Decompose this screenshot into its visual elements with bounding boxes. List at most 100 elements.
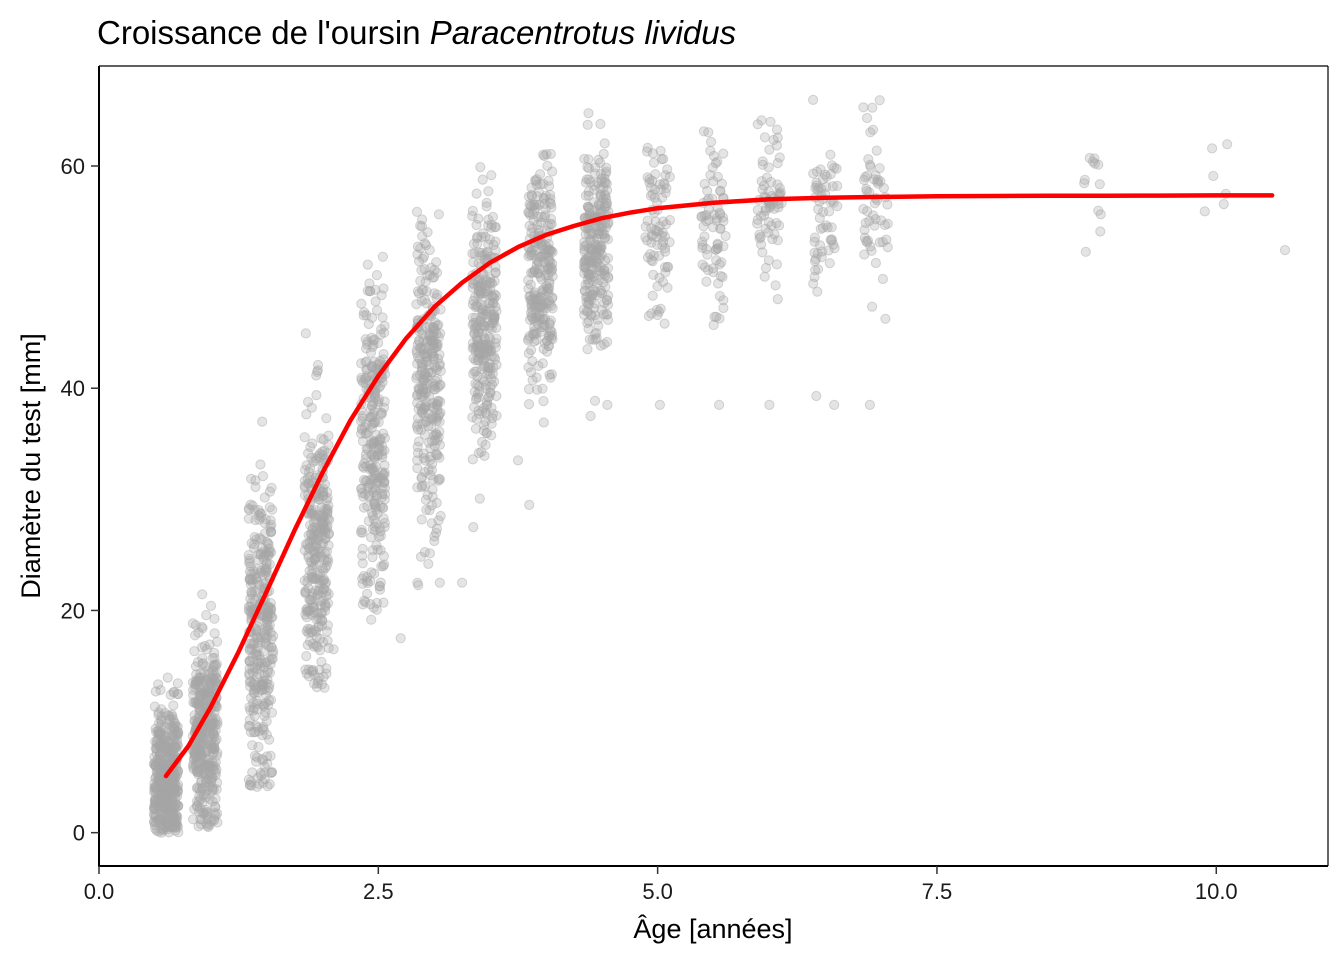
data-point [481,397,492,408]
data-point [249,532,260,543]
data-point [300,464,311,475]
data-point [170,792,181,803]
data-point [307,574,318,585]
data-point [321,590,332,602]
data-point [868,210,879,221]
data-point [190,683,201,694]
data-point [208,747,219,758]
data-point [472,355,483,366]
data-point [544,369,555,380]
data-point [485,387,496,398]
data-point [265,603,276,615]
data-point [322,556,334,567]
data-point [318,487,329,498]
data-point [253,554,264,566]
data-point [535,179,546,190]
data-point [200,804,211,815]
data-point [431,399,442,410]
data-point [251,572,262,583]
data-point [191,759,202,770]
data-point [421,504,432,515]
data-point [162,710,174,721]
data-point [155,750,166,761]
data-point [648,269,659,280]
data-point [361,428,372,439]
data-point [479,450,490,461]
data-point [169,717,180,729]
data-point [360,476,371,487]
data-point [250,514,261,526]
data-point [200,760,211,772]
data-point [483,344,494,355]
data-point [476,293,487,305]
data-point [858,102,869,113]
data-point [161,748,172,759]
data-point [168,723,179,734]
data-point [252,722,263,733]
data-point [207,728,218,739]
data-point [369,568,380,579]
data-point [264,620,275,631]
data-point [211,659,222,670]
data-point [261,657,272,668]
data-point [196,642,208,653]
data-point [301,460,312,471]
data-point [252,626,263,638]
data-point [482,362,494,373]
data-point [162,746,173,757]
data-point [260,633,271,644]
data-point [309,641,320,652]
data-point [424,244,435,256]
data-point [162,824,173,835]
data-point [323,589,334,600]
data-point [471,332,482,343]
data-point [153,729,164,740]
data-point [430,384,441,395]
data-point [375,545,386,556]
data-point [310,542,321,553]
data-point [246,473,257,484]
data-point [427,322,438,333]
data-point [659,318,670,329]
data-point [485,284,496,295]
data-point [421,357,432,368]
data-point [244,638,255,649]
data-point [322,520,333,531]
data-point [374,358,385,370]
data-point [369,499,380,510]
data-point [205,600,217,612]
data-point [166,721,177,732]
data-point [195,738,206,749]
data-point [260,549,271,560]
data-point [202,736,213,747]
data-point [596,242,607,253]
data-point [158,800,169,811]
data-point [305,605,316,616]
data-point [377,502,389,513]
data-point [862,112,873,124]
data-point [153,826,164,837]
data-point [488,239,499,251]
data-point [258,554,269,566]
data-point [265,659,276,670]
data-point [426,367,437,378]
data-point [195,749,206,760]
data-point [316,620,327,631]
data-point [423,421,434,432]
data-point [472,336,483,347]
data-point [420,494,431,505]
data-point [417,364,428,375]
data-point [200,777,212,788]
data-point [480,439,491,450]
data-point [243,721,254,732]
data-point [366,449,377,460]
data-point [358,502,370,513]
data-point [305,520,316,531]
data-point [205,718,216,729]
data-point [165,796,176,807]
data-point [478,361,490,372]
data-point [477,228,489,239]
data-point [267,654,278,665]
data-point [434,409,445,420]
data-point [246,597,257,608]
